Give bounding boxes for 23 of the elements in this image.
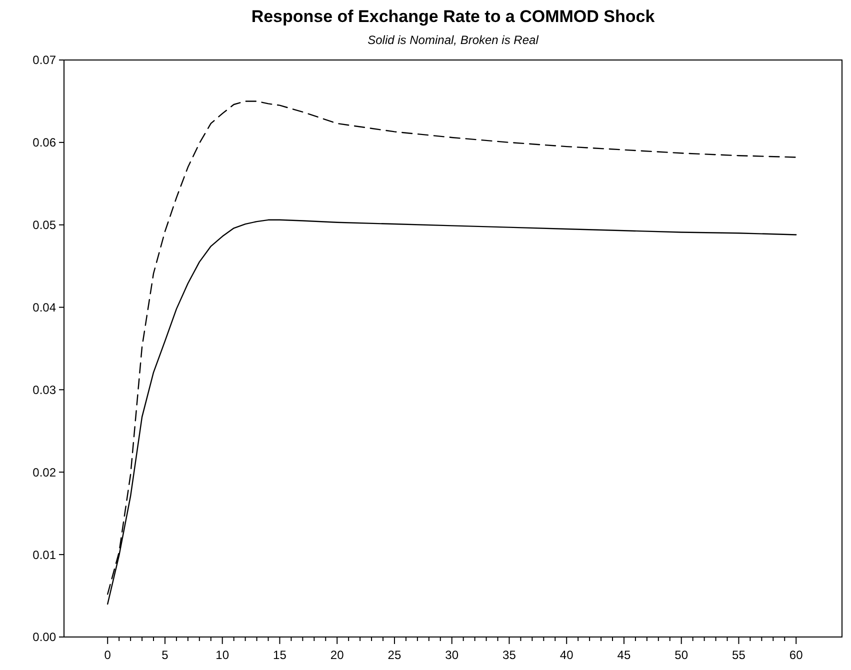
x-tick-label: 10 <box>216 648 230 662</box>
y-tick-label: 0.03 <box>32 382 56 397</box>
x-tick-label: 20 <box>330 648 344 662</box>
chart-subtitle: Solid is Nominal, Broken is Real <box>368 33 539 47</box>
x-tick-label: 0 <box>104 648 112 662</box>
x-tick-label: 5 <box>162 648 169 662</box>
x-tick-label: 15 <box>273 648 287 662</box>
y-tick-label: 0.06 <box>32 136 56 150</box>
y-tick-label: 0.04 <box>32 300 56 314</box>
y-tick-label: 0.01 <box>32 548 56 562</box>
chart-title: Response of Exchange Rate to a COMMOD Shock <box>251 7 656 26</box>
y-tick-label: 0.07 <box>32 53 56 68</box>
x-tick-label: 50 <box>674 648 688 662</box>
x-tick-label: 45 <box>617 648 631 662</box>
x-tick-label: 40 <box>560 648 574 662</box>
x-tick-label: 25 <box>388 648 402 662</box>
y-tick-label: 0.00 <box>32 630 56 644</box>
x-tick-label: 60 <box>789 648 804 662</box>
x-tick-label: 35 <box>502 648 516 662</box>
x-tick-label: 55 <box>732 648 746 662</box>
y-tick-label: 0.05 <box>32 218 56 232</box>
x-tick-label: 30 <box>445 648 459 662</box>
y-tick-label: 0.02 <box>32 465 56 480</box>
